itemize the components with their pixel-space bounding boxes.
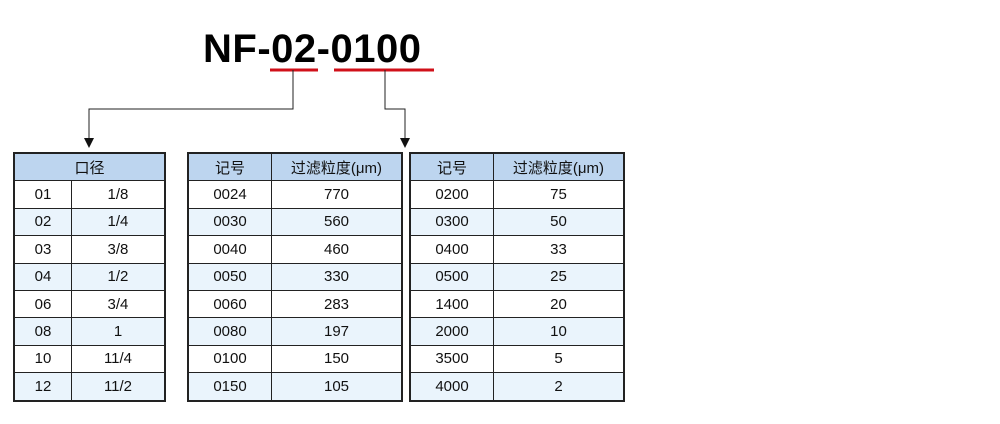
table-row: 02 1/4 xyxy=(13,207,166,237)
value-cell: 197 xyxy=(271,317,403,346)
table-row: 3500 5 xyxy=(409,344,625,374)
table-row: 0060 283 xyxy=(187,289,403,319)
code-sep: - xyxy=(316,27,331,71)
table-row: 1400 20 xyxy=(409,289,625,319)
table-row: 01 1/8 xyxy=(13,180,166,209)
code-cell: 0030 xyxy=(187,207,272,237)
value-cell: 1/4 xyxy=(70,207,166,237)
value-cell: 1 xyxy=(70,317,166,346)
code-cell: 0100 xyxy=(187,344,272,374)
code-cell: 0300 xyxy=(409,207,494,237)
value-cell: 330 xyxy=(271,262,403,291)
code-cell: 0080 xyxy=(187,317,272,346)
code-prefix: NF- xyxy=(203,27,272,71)
code-cell: 0060 xyxy=(187,289,272,319)
table-row: 0024 770 xyxy=(187,180,403,209)
value-cell: 770 xyxy=(271,180,403,209)
header-code: 记号 xyxy=(409,152,494,182)
table-row: 0080 197 xyxy=(187,317,403,346)
table-row: 0150 105 xyxy=(187,372,403,402)
code-cell: 01 xyxy=(13,180,72,209)
size-arrow-head xyxy=(84,138,94,148)
header-filtration: 过滤粒度(μm) xyxy=(493,152,625,182)
value-cell: 10 xyxy=(493,317,625,346)
table-row: 06 3/4 xyxy=(13,289,166,319)
code-cell: 04 xyxy=(13,262,72,291)
filter-table-2: 记号 过滤粒度(μm) 0200 75 0300 50 0400 33 0500 25 1400 2… xyxy=(409,152,625,402)
table-row: 08 1 xyxy=(13,317,166,346)
header-code: 记号 xyxy=(187,152,272,182)
code-cell: 0040 xyxy=(187,235,272,264)
value-cell: 3/4 xyxy=(70,289,166,319)
code-cell: 06 xyxy=(13,289,72,319)
value-cell: 1/2 xyxy=(70,262,166,291)
code-cell: 12 xyxy=(13,372,72,402)
filter-arrow-line xyxy=(384,70,406,140)
value-cell: 3/8 xyxy=(70,235,166,264)
value-cell: 560 xyxy=(271,207,403,237)
header-filtration: 过滤粒度(μm) xyxy=(271,152,403,182)
size-table: 口径 01 1/8 02 1/4 03 3/8 04 1/2 06 3/4 08 1 10 11/4 12 1… xyxy=(13,152,166,402)
code-cell: 3500 xyxy=(409,344,494,374)
value-cell: 75 xyxy=(493,180,625,209)
value-cell: 105 xyxy=(271,372,403,402)
table-row: 4000 2 xyxy=(409,372,625,402)
value-cell: 11/4 xyxy=(70,344,166,374)
size-table-header: 口径 xyxy=(13,152,166,182)
table-row: 03 3/8 xyxy=(13,235,166,264)
table-row: 0040 460 xyxy=(187,235,403,264)
filter-arrow-head xyxy=(400,138,410,148)
code-cell: 0050 xyxy=(187,262,272,291)
code-cell: 02 xyxy=(13,207,72,237)
value-cell: 25 xyxy=(493,262,625,291)
code-cell: 1400 xyxy=(409,289,494,319)
value-cell: 33 xyxy=(493,235,625,264)
value-cell: 11/2 xyxy=(70,372,166,402)
code-cell: 10 xyxy=(13,344,72,374)
table-row: 0400 33 xyxy=(409,235,625,264)
table-row: 0050 330 xyxy=(187,262,403,291)
code-cell: 2000 xyxy=(409,317,494,346)
code-cell: 4000 xyxy=(409,372,494,402)
table-row: 04 1/2 xyxy=(13,262,166,291)
table-row: 0030 560 xyxy=(187,207,403,237)
code-filter: 0100 xyxy=(330,27,422,71)
table-row: 0200 75 xyxy=(409,180,625,209)
value-cell: 150 xyxy=(271,344,403,374)
code-size: 02 xyxy=(271,27,317,71)
code-cell: 0024 xyxy=(187,180,272,209)
table-row: 0500 25 xyxy=(409,262,625,291)
code-cell: 0500 xyxy=(409,262,494,291)
filter-table-1: 记号 过滤粒度(μm) 0024 770 0030 560 0040 460 0050 330 0… xyxy=(187,152,403,402)
value-cell: 20 xyxy=(493,289,625,319)
value-cell: 283 xyxy=(271,289,403,319)
code-cell: 0400 xyxy=(409,235,494,264)
table-row: 0300 50 xyxy=(409,207,625,237)
table-row: 0100 150 xyxy=(187,344,403,374)
code-cell: 08 xyxy=(13,317,72,346)
value-cell: 460 xyxy=(271,235,403,264)
code-cell: 0150 xyxy=(187,372,272,402)
size-arrow-line xyxy=(88,70,294,140)
code-cell: 0200 xyxy=(409,180,494,209)
value-cell: 1/8 xyxy=(70,180,166,209)
value-cell: 5 xyxy=(493,344,625,374)
table-row: 12 11/2 xyxy=(13,372,166,402)
value-cell: 2 xyxy=(493,372,625,402)
value-cell: 50 xyxy=(493,207,625,237)
table-row: 2000 10 xyxy=(409,317,625,346)
table-row: 10 11/4 xyxy=(13,344,166,374)
code-cell: 03 xyxy=(13,235,72,264)
model-code: NF-02-0100 xyxy=(203,26,421,72)
